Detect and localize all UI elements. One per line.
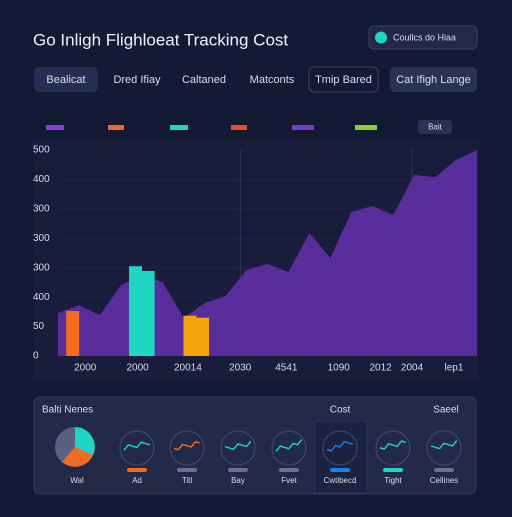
card-label: Wal [70,476,84,485]
x-tick-label: 2012 [370,363,393,374]
swatch [231,125,247,130]
card-label: Cwtibecd [324,476,357,485]
card-ring [169,430,205,466]
x-tick-label: 2000 [126,363,149,374]
card-label: Titl [182,476,193,485]
pie-slice [62,447,93,467]
bar [129,266,143,356]
card-pill [434,468,454,472]
x-tick-label: lep1 [445,363,464,374]
y-tick-label: 300 [33,262,50,273]
bar [66,310,80,356]
bar [183,315,197,356]
dropdown-icon [375,31,387,44]
x-tick-label: 2004 [401,363,424,374]
sparkline [326,440,354,452]
tab-label: Bealicat [46,74,85,86]
tab-bg[interactable] [390,67,477,92]
card-pill [228,468,248,472]
card-highlight[interactable] [314,420,368,494]
x-tick-label: 4541 [275,363,298,374]
tab-label: Caltaned [182,74,226,86]
card-label: Fvet [281,476,297,485]
pie-slice [75,427,95,455]
y-tick-label: 500 [33,145,50,156]
sparkline [123,441,151,451]
card-ring [220,430,256,466]
legend-swatches [46,125,377,130]
sparkline [430,440,458,450]
area [58,150,477,356]
swatch [170,125,188,130]
swatch [355,125,377,130]
card-label: Bay [231,476,245,485]
tab-bg[interactable] [34,67,98,92]
tab-label: Tmip Bared [315,74,372,86]
panel-title: Balti Nenes [42,405,93,416]
tab-bg[interactable] [308,66,379,93]
sparkline [224,440,252,451]
panel-col: Cost [330,405,351,416]
page-title: Go Inligh Flighloeat Tracking Cost [33,30,288,49]
card-ring [119,430,155,466]
y-tick-label: 300 [33,203,50,214]
y-tick-label: 0 [33,351,39,362]
card-ring [426,430,462,466]
legend-chip[interactable] [418,120,452,134]
y-tick-label: 300 [33,233,50,244]
card-ring [322,430,358,466]
y-tick-label: 400 [33,174,50,185]
dropdown-label: Coullcs do Hiaa [393,32,456,42]
tab-label: Cat Ifigh Lange [396,74,471,86]
pie-icon [55,427,95,467]
bar [141,270,155,356]
x-tick-label: 20014 [174,363,202,374]
swatch [46,125,64,130]
sparkline [173,440,201,451]
tab-label: Matconts [250,74,295,86]
card-ring [271,430,307,466]
card-pill [177,468,197,472]
swatch [292,125,314,130]
sparkline [379,440,407,450]
panel-col: Saeel [433,405,459,416]
x-tick-label: 2030 [229,363,252,374]
card-ring [375,430,411,466]
card-pill [127,468,147,472]
sparkline [275,438,303,452]
legend-chip-label: Bait [428,123,443,132]
y-tick-label: 50 [33,321,45,332]
card-pill [383,468,403,472]
card-pill [330,468,350,472]
y-tick-label: 400 [33,292,50,303]
card-label: Tight [384,476,402,485]
card-pill [279,468,299,472]
tab-label: Dred Ifiay [113,74,161,86]
x-tick-label: 2000 [74,363,97,374]
card-label: Cellines [430,476,458,485]
swatch [108,125,124,130]
x-tick-label: 1090 [328,363,351,374]
card-label: Ad [132,476,142,485]
dropdown[interactable] [368,25,478,50]
bar [196,317,210,356]
